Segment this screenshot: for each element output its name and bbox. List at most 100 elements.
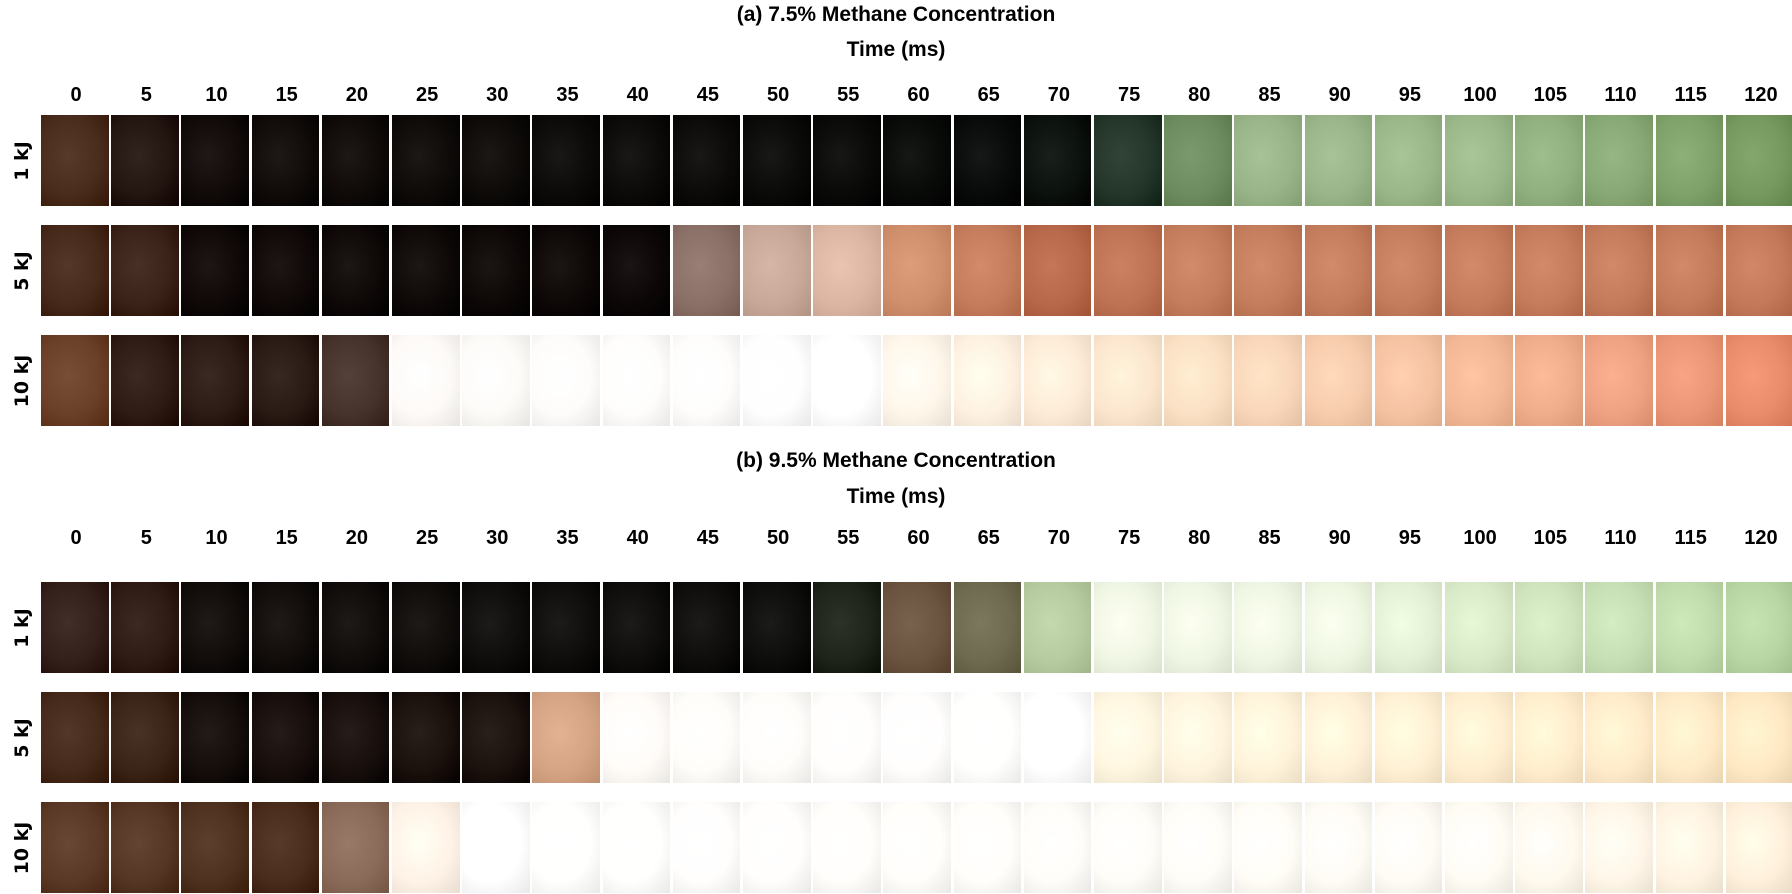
frame (462, 692, 530, 783)
frame (954, 582, 1022, 673)
frame (322, 115, 390, 206)
frame (322, 692, 390, 783)
frame (1585, 225, 1653, 316)
time-label: 120 (1744, 84, 1777, 107)
frame (1445, 335, 1513, 426)
frame (603, 582, 671, 673)
frame (954, 692, 1022, 783)
frame (1164, 582, 1232, 673)
frame (392, 692, 460, 783)
frame (1305, 692, 1373, 783)
frame (462, 582, 530, 673)
frame (1445, 115, 1513, 206)
row-label: 1 kJ (11, 141, 33, 181)
time-label: 40 (627, 84, 649, 107)
frame (954, 802, 1022, 893)
frame (322, 802, 390, 893)
frame (1305, 115, 1373, 206)
frame (603, 115, 671, 206)
frame (813, 802, 881, 893)
frame (1234, 335, 1302, 426)
frame (673, 582, 741, 673)
axis-label: Time (ms) (847, 38, 946, 62)
frame (1305, 802, 1373, 893)
frame (1515, 582, 1583, 673)
frame (1234, 225, 1302, 316)
frame (743, 225, 811, 316)
frame (1024, 115, 1092, 206)
frame (1094, 802, 1162, 893)
frame (41, 582, 109, 673)
frame (181, 692, 249, 783)
frame (41, 335, 109, 426)
frame (603, 225, 671, 316)
frame (322, 225, 390, 316)
frame (813, 335, 881, 426)
row-label: 10 kJ (11, 354, 33, 407)
figure: (() => { const data = JSON.parse(documen… (0, 0, 1792, 894)
frame (1656, 335, 1724, 426)
frame (1094, 225, 1162, 316)
frame (1515, 115, 1583, 206)
frame (1375, 225, 1443, 316)
frame (532, 802, 600, 893)
frame (1164, 802, 1232, 893)
frame (1375, 582, 1443, 673)
frame (111, 582, 179, 673)
frame (813, 582, 881, 673)
time-label: 95 (1399, 84, 1421, 107)
time-label: 10 (205, 527, 227, 550)
frame (673, 225, 741, 316)
time-label: 70 (1048, 84, 1070, 107)
frame (1024, 582, 1092, 673)
frame (1726, 802, 1792, 893)
time-label: 55 (837, 527, 859, 550)
time-label: 65 (978, 527, 1000, 550)
frame (462, 802, 530, 893)
frame (883, 692, 951, 783)
frame (743, 692, 811, 783)
frame (392, 225, 460, 316)
frame (1726, 582, 1792, 673)
time-label: 60 (907, 84, 929, 107)
time-label: 65 (978, 84, 1000, 107)
frame (1726, 225, 1792, 316)
row-label: 5 kJ (11, 718, 33, 758)
frame (883, 335, 951, 426)
frame (41, 115, 109, 206)
frame (462, 115, 530, 206)
frame (1445, 225, 1513, 316)
time-label: 15 (276, 84, 298, 107)
frame (1515, 335, 1583, 426)
frame (111, 225, 179, 316)
frame (1726, 335, 1792, 426)
frame (1445, 802, 1513, 893)
frame (1515, 802, 1583, 893)
frame (252, 802, 320, 893)
frame (1585, 115, 1653, 206)
frame (603, 802, 671, 893)
frame (1024, 335, 1092, 426)
frame (813, 225, 881, 316)
time-label: 40 (627, 527, 649, 550)
frame (1375, 692, 1443, 783)
row-label: 1 kJ (11, 608, 33, 648)
frame (883, 225, 951, 316)
frame (111, 692, 179, 783)
time-label: 80 (1188, 527, 1210, 550)
time-label: 30 (486, 527, 508, 550)
frame (1585, 335, 1653, 426)
frame (1305, 225, 1373, 316)
frame (1094, 582, 1162, 673)
frame (1164, 225, 1232, 316)
frame (1234, 115, 1302, 206)
frame (462, 225, 530, 316)
time-label: 25 (416, 527, 438, 550)
time-label: 20 (346, 527, 368, 550)
frame (673, 802, 741, 893)
frame (462, 335, 530, 426)
frame (252, 225, 320, 316)
time-label: 25 (416, 84, 438, 107)
time-label: 90 (1329, 527, 1351, 550)
frame (1585, 692, 1653, 783)
